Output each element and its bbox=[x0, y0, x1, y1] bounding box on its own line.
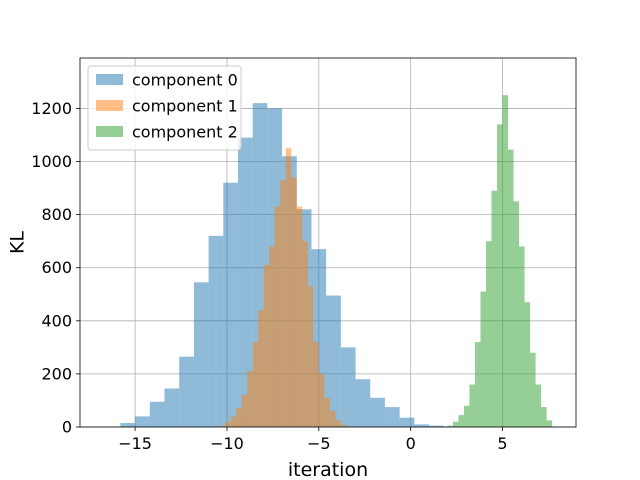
legend-label: component 0 bbox=[132, 71, 238, 90]
histogram-bar bbox=[399, 417, 415, 427]
x-tick-label: −5 bbox=[307, 434, 331, 453]
histogram-bar bbox=[225, 422, 231, 427]
x-axis-label: iteration bbox=[288, 459, 368, 480]
histogram-bar bbox=[355, 379, 371, 427]
histogram-bar bbox=[223, 182, 238, 427]
histogram-bar bbox=[497, 124, 503, 427]
legend-swatch bbox=[96, 100, 123, 111]
histogram-bar bbox=[384, 407, 400, 427]
histogram-bar bbox=[458, 415, 464, 427]
histogram-bar bbox=[370, 397, 385, 427]
histogram-bar bbox=[252, 342, 259, 427]
histogram-bar bbox=[485, 241, 492, 427]
histogram-bar bbox=[491, 190, 498, 427]
histogram-bar bbox=[149, 401, 165, 427]
histogram-bar bbox=[274, 206, 281, 427]
x-tick-label: −15 bbox=[118, 434, 152, 453]
histogram-bar bbox=[429, 425, 444, 427]
legend: component 0 component 1 component 2 bbox=[87, 65, 242, 151]
y-tick-label: 1200 bbox=[31, 99, 72, 118]
histogram-bar bbox=[241, 395, 248, 427]
x-axis-ticks: −15 −10 −5 0 5 bbox=[118, 427, 508, 453]
y-tick-label: 1000 bbox=[31, 152, 72, 171]
histogram-bar bbox=[307, 286, 314, 427]
histogram-bar bbox=[219, 425, 226, 427]
series-1-bars bbox=[219, 148, 347, 428]
histogram-bar bbox=[236, 408, 242, 427]
x-tick-label: 0 bbox=[406, 434, 416, 453]
histogram-bar bbox=[237, 137, 253, 427]
histogram-bar bbox=[340, 424, 347, 427]
histogram-bar bbox=[318, 373, 325, 427]
histogram-bar bbox=[208, 235, 224, 427]
histogram-bar bbox=[546, 420, 553, 427]
histogram-bar bbox=[502, 95, 509, 427]
x-tick-label: 5 bbox=[497, 434, 507, 453]
histogram-bar bbox=[530, 352, 536, 427]
histogram-bar bbox=[524, 302, 531, 427]
histogram-bar bbox=[164, 388, 180, 427]
legend-swatch bbox=[96, 126, 123, 137]
y-axis-label: KL bbox=[7, 231, 29, 254]
y-tick-label: 200 bbox=[41, 364, 72, 383]
histogram-bar bbox=[329, 411, 336, 427]
histogram-bar bbox=[469, 384, 475, 427]
histogram-bar bbox=[447, 425, 453, 427]
histogram-bar bbox=[258, 310, 264, 427]
histogram-bar bbox=[280, 180, 286, 427]
legend-swatch bbox=[96, 74, 123, 85]
histogram-bar bbox=[508, 149, 514, 427]
histogram-bar bbox=[285, 148, 292, 428]
histogram-bar bbox=[302, 241, 308, 427]
y-tick-label: 600 bbox=[41, 258, 72, 277]
histogram-bar bbox=[414, 424, 430, 427]
histogram-bar bbox=[269, 246, 275, 427]
series-2-bars bbox=[447, 95, 553, 427]
histogram-bar bbox=[296, 206, 303, 427]
histogram-bar bbox=[324, 397, 330, 427]
histogram-bar bbox=[335, 420, 341, 427]
histogram-bar bbox=[247, 371, 253, 427]
histogram-bar bbox=[135, 416, 150, 427]
histogram-bars bbox=[120, 95, 553, 428]
y-tick-label: 400 bbox=[41, 311, 72, 330]
histogram-bar bbox=[480, 291, 486, 427]
histogram-bar bbox=[535, 384, 542, 427]
histogram-bar bbox=[474, 342, 481, 427]
y-tick-label: 800 bbox=[41, 205, 72, 224]
legend-label: component 1 bbox=[132, 97, 238, 116]
histogram-bar bbox=[291, 177, 297, 427]
y-axis-ticks: 0 200 400 600 800 1000 1200 bbox=[31, 99, 80, 437]
plot-frame bbox=[79, 57, 577, 428]
histogram-bar bbox=[263, 265, 270, 427]
histogram-bar bbox=[541, 407, 547, 427]
histogram-bar bbox=[452, 421, 459, 427]
histogram-bar bbox=[230, 416, 237, 427]
histogram-bar bbox=[313, 342, 319, 427]
histogram-bar bbox=[193, 282, 209, 427]
y-tick-label: 0 bbox=[62, 418, 72, 437]
histogram-bar bbox=[326, 295, 341, 427]
legend-label: component 2 bbox=[132, 123, 238, 142]
histogram-bar bbox=[463, 405, 470, 427]
x-tick-label: −10 bbox=[210, 434, 244, 453]
histogram-bar bbox=[179, 356, 194, 427]
legend-box bbox=[87, 65, 242, 151]
histogram-bar bbox=[120, 423, 136, 427]
histogram-bar bbox=[340, 347, 356, 427]
histogram-bar bbox=[513, 201, 520, 427]
histogram-bar bbox=[519, 246, 525, 427]
